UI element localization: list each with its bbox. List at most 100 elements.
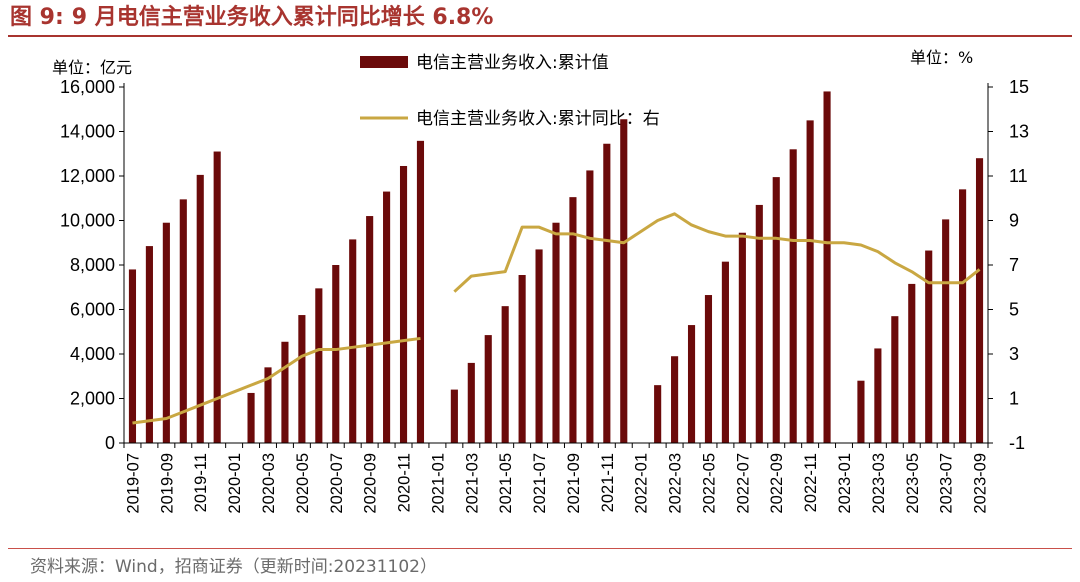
x-tick-label: 2022-01 [633, 453, 651, 514]
x-tick-label: 2020-09 [362, 453, 380, 514]
bar-2020-05 [298, 315, 306, 443]
bar-2021-10 [586, 170, 594, 443]
bar-2019-10 [179, 199, 187, 443]
bar-2020-04 [281, 341, 289, 443]
bar-2022-06 [721, 261, 729, 443]
x-tick-label: 2020-01 [226, 453, 244, 514]
x-tick-label: 2022-09 [768, 453, 786, 514]
bar-2023-02 [857, 380, 865, 443]
bar-2021-08 [552, 222, 560, 443]
x-tick-label: 2023-09 [972, 453, 990, 514]
bar-2022-02 [654, 385, 662, 443]
bar-2019-12 [213, 151, 221, 443]
bar-2019-09 [162, 222, 170, 443]
left-tick-label: 14,000 [60, 122, 115, 142]
x-tick-label: 2023-01 [836, 453, 854, 514]
x-tick-label: 2020-11 [396, 453, 414, 512]
bar-2020-06 [315, 288, 323, 443]
x-tick-label: 2020-05 [294, 453, 312, 514]
right-tick-label: 1 [1009, 389, 1019, 409]
left-tick-label: 6,000 [70, 300, 115, 320]
bar-2021-03 [467, 362, 475, 443]
x-tick-label: 2019-07 [124, 453, 142, 514]
right-tick-label: -1 [1009, 433, 1025, 453]
x-tick-label: 2021-03 [463, 453, 481, 514]
right-tick-label: 9 [1009, 211, 1019, 231]
source-rule [8, 548, 1072, 549]
source-note: 资料来源：Wind，招商证券（更新时间:20231102） [30, 557, 437, 577]
legend-line-label: 电信主营业务收入:累计同比：右 [416, 109, 660, 129]
left-unit-label: 单位：亿元 [52, 58, 132, 77]
bar-2023-06 [925, 250, 933, 443]
x-tick-label: 2023-05 [904, 453, 922, 514]
x-tick-label: 2022-11 [802, 453, 820, 512]
bar-2020-08 [349, 239, 357, 443]
bar-2021-07 [535, 249, 543, 443]
bar-2022-09 [772, 177, 780, 444]
x-tick-label: 2021-07 [531, 453, 549, 514]
bar-2022-10 [789, 149, 797, 444]
bar-2019-11 [196, 174, 204, 443]
bar-2022-11 [806, 120, 814, 444]
bar-2022-12 [823, 91, 831, 443]
legend-bar-label: 电信主营业务收入:累计值 [416, 53, 609, 73]
bar-2021-06 [518, 275, 526, 443]
right-tick-label: 3 [1009, 344, 1019, 364]
legend-bar-swatch [360, 56, 408, 68]
right-tick-label: 5 [1009, 300, 1019, 320]
bar-2019-07 [128, 269, 137, 443]
bar-2020-02 [247, 392, 255, 443]
left-tick-label: 12,000 [60, 166, 115, 186]
x-tick-label: 2020-03 [260, 453, 278, 514]
right-tick-label: 15 [1009, 77, 1029, 97]
x-tick-label: 2022-07 [734, 453, 752, 514]
left-tick-label: 8,000 [70, 255, 115, 275]
figure-title-text: 9 月电信主营业务收入累计同比增长 6.8% [71, 5, 494, 30]
bar-2021-05 [501, 306, 509, 443]
x-tick-label: 2021-05 [497, 453, 515, 514]
bar-2023-09 [975, 158, 984, 443]
bar-2022-05 [704, 295, 713, 443]
x-tick-label: 2022-05 [700, 453, 718, 514]
bar-2022-03 [671, 356, 679, 443]
x-tick-label: 2022-03 [667, 453, 685, 514]
bar-2020-03 [264, 367, 272, 443]
bar-2021-02 [450, 389, 458, 443]
bar-2020-10 [383, 191, 391, 443]
bar-2023-07 [942, 219, 950, 443]
right-tick-label: 13 [1009, 122, 1029, 142]
right-tick-label: 11 [1009, 166, 1028, 186]
bar-2020-12 [416, 140, 425, 443]
yoy-line-segment-1 [453, 212, 981, 293]
bar-2020-11 [399, 165, 408, 444]
left-tick-label: 4,000 [70, 344, 115, 364]
x-tick-label: 2021-09 [565, 453, 583, 514]
bar-2021-12 [620, 119, 628, 443]
left-tick-label: 2,000 [70, 389, 115, 409]
bar-2023-08 [959, 189, 967, 443]
right-tick-label: 7 [1009, 255, 1019, 275]
revenue-chart: 单位：亿元 单位：% 电信主营业务收入:累计值 电信主营业务收入:累计同比：右 … [52, 48, 1029, 514]
bar-2019-08 [145, 246, 153, 443]
x-tick-label: 2023-03 [870, 453, 888, 514]
bar-2020-09 [366, 216, 374, 443]
left-tick-label: 16,000 [60, 77, 115, 97]
legend: 电信主营业务收入:累计值 电信主营业务收入:累计同比：右 [360, 53, 660, 129]
bar-2022-07 [738, 232, 746, 443]
x-tick-label: 2021-11 [599, 453, 617, 512]
bar-2021-04 [484, 335, 492, 443]
title-rule [8, 35, 1072, 37]
x-tick-label: 2019-09 [158, 453, 176, 514]
yoy-line-segment-0 [132, 336, 421, 425]
right-unit-label: 单位：% [910, 48, 973, 67]
x-tick-label: 2019-11 [192, 453, 210, 512]
figure-label: 图 9: [10, 5, 64, 30]
bar-2021-11 [603, 143, 611, 444]
bar-2020-07 [332, 265, 340, 443]
left-tick-label: 10,000 [60, 211, 115, 231]
figure-title: 图 9: 9 月电信主营业务收入累计同比增长 6.8% [10, 2, 493, 34]
left-tick-label: 0 [105, 433, 115, 453]
bar-2023-04 [891, 316, 899, 443]
bar-2022-04 [687, 325, 696, 443]
x-tick-label: 2020-07 [328, 453, 346, 514]
